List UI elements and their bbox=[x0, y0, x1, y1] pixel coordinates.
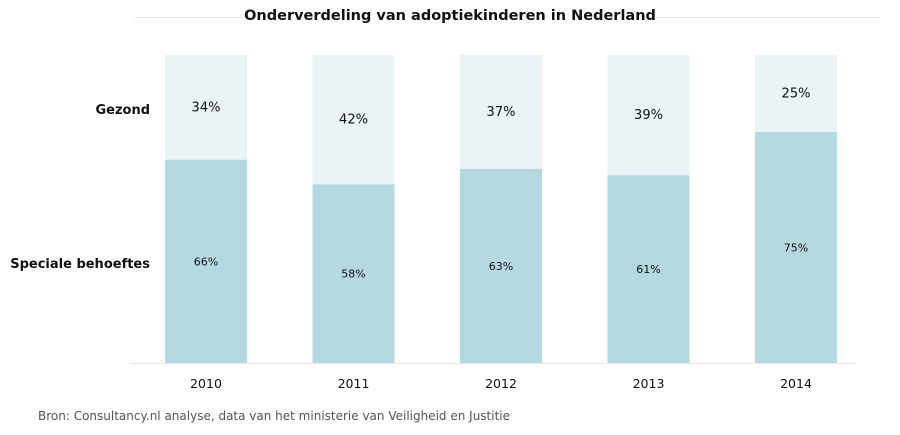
label-gezond-2013: 39% bbox=[634, 108, 663, 123]
label-speciale-2012: 63% bbox=[489, 260, 513, 273]
label-gezond-2014: 25% bbox=[782, 87, 811, 102]
bar-gezond-2011 bbox=[312, 55, 395, 185]
label-gezond-2010: 34% bbox=[192, 100, 221, 115]
stacked-bar-chart: 34% 66% 2010 42% 58% 2011 37% 63% 2012 39% 61% 2013… bbox=[10, 55, 855, 391]
label-speciale-2010: 66% bbox=[194, 255, 218, 268]
bar-gezond-2010 bbox=[165, 55, 247, 160]
bar-speciale-2013 bbox=[607, 175, 690, 363]
title-rule-left bbox=[135, 17, 243, 18]
label-speciale-2014: 75% bbox=[784, 242, 808, 255]
bar-gezond-2014 bbox=[755, 55, 837, 132]
x-tick-2012: 2012 bbox=[485, 376, 517, 391]
bar-speciale-2014 bbox=[755, 132, 837, 363]
bar-speciale-2011 bbox=[312, 184, 395, 363]
chart-title: Onderverdeling van adoptiekinderen in Ne… bbox=[244, 8, 656, 24]
bar-speciale-2010 bbox=[165, 159, 247, 363]
x-tick-2013: 2013 bbox=[633, 376, 665, 391]
label-speciale-2011: 58% bbox=[341, 268, 365, 281]
label-gezond-2012: 37% bbox=[487, 105, 516, 120]
bar-gezond-2012 bbox=[460, 55, 542, 169]
label-gezond-2011: 42% bbox=[339, 113, 368, 128]
bar-gezond-2013 bbox=[607, 55, 690, 176]
bar-speciale-2012 bbox=[460, 168, 542, 363]
legend-speciale-behoeftes: Speciale behoeftes bbox=[10, 257, 150, 272]
x-tick-2014: 2014 bbox=[780, 376, 812, 391]
source-note: Bron: Consultancy.nl analyse, data van h… bbox=[38, 409, 511, 423]
x-tick-2011: 2011 bbox=[338, 376, 370, 391]
title-rule-right bbox=[655, 17, 880, 18]
legend-gezond: Gezond bbox=[95, 103, 150, 118]
x-tick-2010: 2010 bbox=[190, 376, 222, 391]
label-speciale-2013: 61% bbox=[636, 263, 660, 276]
